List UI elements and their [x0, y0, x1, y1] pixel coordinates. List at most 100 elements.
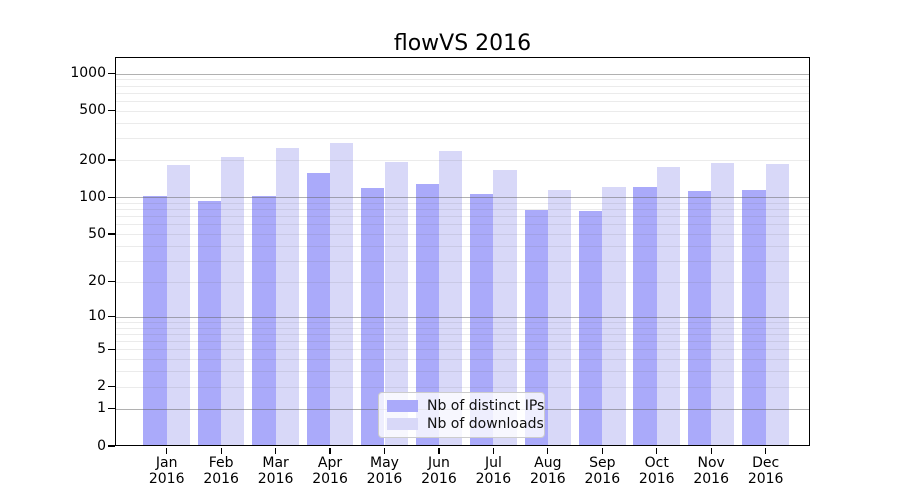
gridline-minor-90 [115, 202, 810, 204]
gridline-minor-900 [115, 79, 810, 81]
y-tick-500 [108, 110, 115, 112]
gridline-minor-7 [115, 333, 810, 335]
bar-ips-sep [579, 211, 603, 446]
chart-title: flowVS 2016 [393, 31, 532, 56]
bar-ips-jul [470, 193, 494, 446]
y-tick-label-5: 5 [97, 340, 106, 357]
bar-ips-jun [415, 184, 439, 446]
bar-ips-oct [633, 186, 657, 446]
bar-downloads-mar [275, 148, 299, 446]
legend-swatch-downloads-icon [387, 417, 418, 431]
gridline-major-1000 [115, 73, 810, 75]
y-tick-label-50: 50 [88, 225, 106, 242]
x-tick-feb [220, 447, 222, 454]
x-tick-may [383, 447, 386, 454]
y-tick-1 [108, 407, 115, 410]
y-tick-label-1: 1 [97, 400, 106, 417]
x-tick-label-may: May 2016 [366, 455, 403, 487]
x-tick-label-feb: Feb 2016 [203, 455, 239, 487]
bar-ips-feb [197, 201, 222, 446]
bar-downloads-oct [656, 166, 681, 446]
bar-ips-nov [687, 191, 712, 446]
bar-downloads-sep [602, 186, 626, 446]
plot-area [115, 57, 810, 446]
gridline-minor-600 [115, 101, 810, 102]
x-tick-label-jan: Jan 2016 [148, 455, 185, 487]
gridline-minor-800 [115, 85, 810, 87]
y-tick-label-20: 20 [88, 273, 106, 290]
legend-label-distinct-ips: Nb of distinct IPs [427, 398, 545, 414]
y-tick-label-2: 2 [97, 378, 106, 395]
y-tick-5 [108, 348, 115, 351]
y-tick-label-10: 10 [88, 308, 106, 325]
gridline-minor-4 [115, 359, 810, 361]
gridline-major-100 [115, 197, 810, 199]
gridline-minor-6 [115, 341, 810, 343]
gridline-minor-20 [115, 281, 810, 283]
x-tick-label-sep: Sep 2016 [584, 455, 621, 487]
y-tick-0 [108, 445, 115, 447]
gridline-minor-8 [115, 327, 810, 329]
gridline-minor-9 [115, 321, 810, 323]
gridline-minor-200 [115, 160, 810, 162]
y-tick-100 [108, 196, 115, 198]
plot-border [115, 57, 810, 446]
bar-downloads-feb [221, 156, 245, 446]
gridline-minor-5 [115, 349, 810, 351]
bar-ips-apr [306, 173, 331, 446]
bar-downloads-jan [166, 164, 190, 446]
y-tick-50 [108, 233, 115, 235]
gridline-minor-500 [115, 110, 810, 112]
bar-downloads-aug [547, 190, 572, 446]
x-tick-mar [274, 447, 277, 454]
x-tick-sep [601, 447, 603, 454]
legend-item-distinct-ips: Nb of distinct IPs [387, 398, 544, 414]
gridline-minor-400 [115, 122, 810, 124]
bar-ips-aug [524, 210, 548, 446]
legend-label-downloads: Nb of downloads [427, 416, 544, 432]
x-tick-jan [166, 447, 168, 454]
gridline-minor-300 [115, 138, 810, 140]
bar-ips-jan [143, 195, 167, 446]
x-tick-label-oct: Oct 2016 [638, 455, 675, 487]
y-tick-label-0: 0 [97, 437, 106, 454]
x-tick-label-jul: Jul 2016 [475, 455, 512, 487]
bar-ips-mar [252, 195, 276, 446]
x-tick-label-aug: Aug 2016 [530, 455, 566, 487]
gridline-minor-60 [115, 224, 810, 226]
legend: Nb of distinct IPs Nb of downloads [378, 392, 545, 438]
y-tick-200 [108, 159, 115, 161]
gridline-major-10 [115, 316, 810, 318]
bar-downloads-may [384, 161, 408, 446]
y-tick-10 [108, 316, 115, 318]
y-tick-label-500: 500 [79, 102, 106, 119]
y-tick-20 [108, 281, 115, 283]
y-tick-label-1000: 1000 [70, 65, 106, 81]
x-tick-label-mar: Mar 2016 [257, 455, 294, 487]
gridline-minor-2 [115, 386, 810, 388]
gridline-minor-40 [115, 245, 810, 247]
bar-downloads-dec [765, 163, 789, 446]
x-tick-apr [329, 447, 331, 454]
bar-downloads-nov [711, 163, 735, 446]
x-tick-dec [765, 447, 767, 454]
x-tick-jul [492, 447, 495, 454]
gridline-minor-80 [115, 209, 810, 211]
bar-downloads-jun [438, 150, 463, 446]
bar-downloads-apr [330, 143, 354, 446]
gridline-minor-30 [115, 260, 810, 262]
gridline-minor-3 [115, 371, 810, 373]
x-tick-label-nov: Nov 2016 [693, 455, 729, 487]
x-tick-nov [710, 447, 712, 454]
gridline-minor-700 [115, 92, 810, 94]
y-tick-2 [108, 386, 115, 388]
x-tick-label-apr: Apr 2016 [312, 455, 348, 487]
y-tick-1000 [108, 72, 115, 75]
bar-ips-dec [742, 190, 766, 446]
gridline-minor-70 [115, 216, 810, 218]
x-tick-aug [547, 447, 549, 454]
gridline-minor-50 [115, 234, 810, 235]
x-tick-oct [656, 447, 658, 454]
legend-item-downloads: Nb of downloads [387, 416, 544, 432]
